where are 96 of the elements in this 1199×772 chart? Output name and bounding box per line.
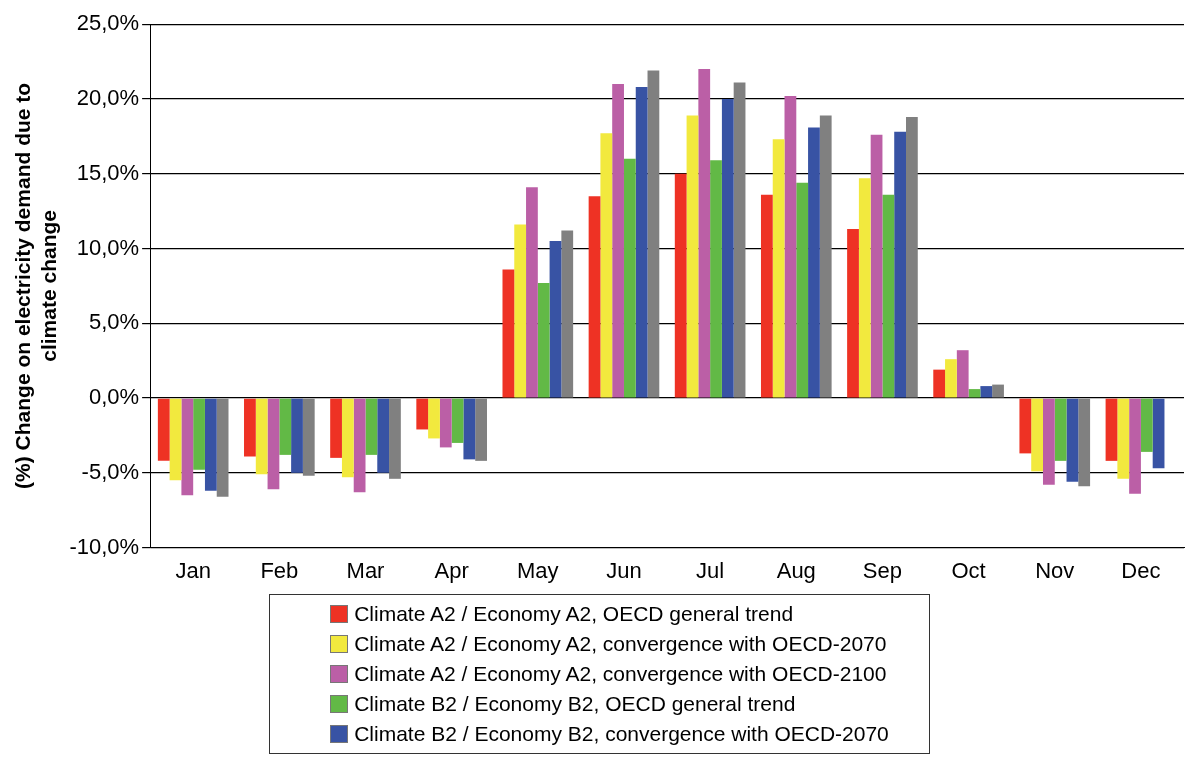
bar <box>980 386 993 398</box>
bar <box>255 398 268 475</box>
bar <box>647 70 660 398</box>
x-tick-label: Oct <box>951 557 986 583</box>
bar <box>1054 398 1067 461</box>
x-tick-label: Mar <box>346 557 385 583</box>
bar <box>819 115 832 398</box>
y-tick-label: 15,0% <box>76 159 140 185</box>
bar <box>600 133 613 398</box>
bar <box>549 241 562 398</box>
bar <box>353 398 366 493</box>
x-tick-label: Feb <box>260 557 299 583</box>
legend-label: Climate A2 / Economy A2, OECD general trend <box>354 601 794 627</box>
bar <box>244 398 256 457</box>
bar <box>428 398 440 439</box>
bar <box>674 173 687 398</box>
bar <box>772 139 785 398</box>
bar <box>526 187 538 398</box>
bar <box>377 398 390 473</box>
bar <box>365 398 378 455</box>
y-axis-title: (%) Change on electricity demand due to climate change <box>11 82 60 489</box>
bar <box>956 350 969 398</box>
bar <box>847 229 859 398</box>
bar <box>635 87 648 398</box>
bar <box>1105 398 1118 461</box>
bar <box>537 282 550 398</box>
x-tick-label: Sep <box>862 557 903 583</box>
bar <box>1129 398 1141 494</box>
bar <box>612 84 624 398</box>
bar <box>181 398 194 496</box>
bar <box>463 398 476 460</box>
bar <box>733 82 746 398</box>
bar <box>341 398 354 478</box>
legend-label: Climate A2 / Economy A2, convergence with OECD-2070 <box>354 631 887 657</box>
bar <box>588 196 601 398</box>
bar <box>721 98 734 398</box>
bar <box>291 398 303 473</box>
bar <box>808 127 820 398</box>
x-tick-label: Nov <box>1035 557 1075 583</box>
bar <box>561 230 574 398</box>
bar <box>796 182 809 398</box>
bar <box>1066 398 1079 482</box>
bar <box>475 398 487 461</box>
bar <box>279 398 292 455</box>
x-tick-label: Aug <box>776 557 816 583</box>
legend-label: Climate B2 / Economy B2, OECD general trend <box>354 691 796 717</box>
y-tick-label: 10,0% <box>76 234 140 260</box>
bar <box>858 178 871 398</box>
bar <box>870 134 883 398</box>
bar <box>330 398 342 458</box>
bar <box>169 398 182 481</box>
x-tick-label: Jun <box>606 557 642 583</box>
bar <box>933 369 946 398</box>
y-tick-label: 20,0% <box>76 85 140 111</box>
x-tick-label: Dec <box>1121 557 1161 583</box>
legend-label: Climate B2 / Economy B2, convergence with OECD-2070 <box>354 721 889 747</box>
bar <box>216 398 229 497</box>
bar <box>514 224 527 398</box>
legend-label: Climate A2 / Economy A2, convergence with OECD-2100 <box>354 661 887 687</box>
bar <box>710 160 722 398</box>
y-tick-label: 25,0% <box>76 10 140 36</box>
bar <box>302 398 315 476</box>
bar <box>1042 398 1055 485</box>
bar <box>389 398 401 479</box>
bar <box>945 359 957 398</box>
bar <box>906 116 918 398</box>
y-tick-label: 5,0% <box>88 309 140 335</box>
x-tick-label: Apr <box>434 557 469 583</box>
bar <box>882 194 895 398</box>
y-tick-label: -5,0% <box>81 458 140 484</box>
bar <box>698 69 711 398</box>
y-tick-label: 0,0% <box>88 384 140 410</box>
bar <box>623 158 636 398</box>
x-tick-label: Jan <box>175 557 211 583</box>
bar <box>1152 398 1165 469</box>
bar <box>1078 398 1091 487</box>
bar <box>193 398 205 470</box>
bar <box>894 131 906 398</box>
y-tick-label: -10,0% <box>69 533 140 559</box>
bar <box>451 398 464 443</box>
bar <box>439 398 452 448</box>
bar <box>157 398 170 461</box>
bar <box>1117 398 1130 479</box>
bar <box>267 398 280 490</box>
bar <box>204 398 217 491</box>
bar <box>686 115 699 398</box>
bar <box>1019 398 1032 454</box>
bar <box>1031 398 1043 472</box>
bar <box>992 384 1004 398</box>
bar <box>1140 398 1153 452</box>
bar <box>416 398 429 430</box>
bar <box>502 269 515 398</box>
x-tick-label: Jul <box>696 557 725 583</box>
x-tick-label: May <box>517 557 559 583</box>
bar <box>760 194 773 398</box>
bar <box>784 95 797 398</box>
